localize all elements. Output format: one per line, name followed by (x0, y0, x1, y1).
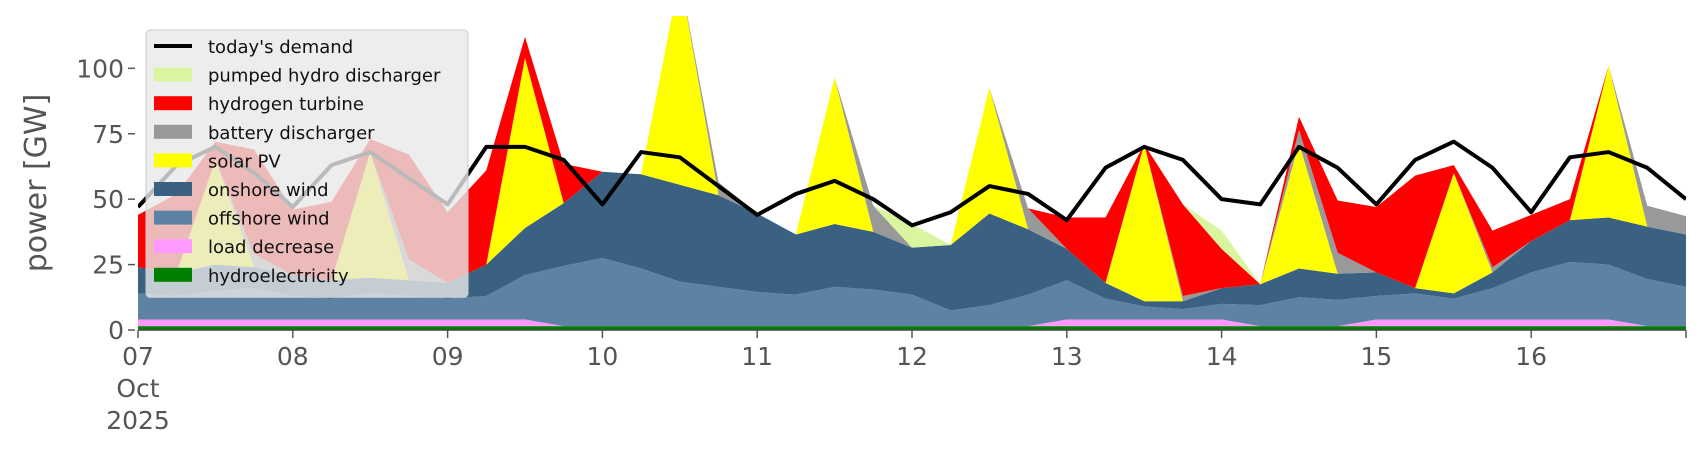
x-tick-label: 14 (1206, 342, 1238, 371)
x-tick-label: 08 (277, 342, 309, 371)
y-tick-label: 25 (92, 251, 124, 280)
x-tick-label: 09 (432, 342, 464, 371)
legend-label-today-s-demand: today's demand (208, 37, 353, 58)
axes: 0 25 50 75 100 07 Oct 2025 08 09 10 11 12 13 14 15 16 pow… (19, 54, 1687, 435)
legend-label-load-decrease: load decrease (208, 237, 334, 258)
x-tick-label: 11 (741, 342, 773, 371)
legend-box (145, 29, 469, 298)
legend-swatch-solar-pv (154, 153, 192, 168)
legend-swatch-offshore-wind (154, 210, 192, 225)
legend-label-battery-discharger: battery discharger (208, 123, 375, 144)
legend-label-offshore-wind: offshore wind (208, 209, 330, 230)
x-tick-label: 07 Oct 2025 (106, 342, 170, 435)
legend-swatch-battery-discharger (154, 124, 192, 139)
y-tick-label: 50 (92, 185, 124, 214)
area-pumped-hydro-discharger (138, 16, 1686, 285)
x-tick-label: 10 (586, 342, 618, 371)
x-tick-label: 15 (1360, 342, 1392, 371)
legend: today's demand pumped hydro discharger hyd… (145, 29, 469, 298)
legend-label-pumped-hydro-discharger: pumped hydro discharger (208, 66, 441, 87)
y-axis-label: power [GW] (19, 94, 54, 273)
y-tick-label: 0 (108, 316, 124, 345)
x-tick-label: 16 (1515, 342, 1547, 371)
x-tick-label: 12 (896, 342, 928, 371)
y-tick-label: 100 (76, 54, 124, 83)
legend-swatch-load-decrease (154, 239, 192, 254)
x-tick-label: 13 (1051, 342, 1083, 371)
legend-label-hydroelectricity: hydroelectricity (208, 266, 349, 287)
legend-swatch-pumped-hydro-discharger (154, 67, 192, 82)
legend-swatch-onshore-wind (154, 182, 192, 196)
area-onshore-wind (138, 171, 1686, 311)
area-solar-pv (138, 16, 1686, 302)
legend-label-hydrogen-turbine: hydrogen turbine (208, 94, 364, 115)
y-tick-label: 75 (92, 120, 124, 149)
legend-label-onshore-wind: onshore wind (208, 180, 329, 201)
legend-label-solar-pv: solar PV (208, 151, 281, 172)
area-load-decrease (138, 319, 1686, 327)
area-hydroelectricity (138, 326, 1686, 330)
legend-swatch-hydroelectricity (154, 267, 192, 282)
legend-swatch-hydrogen-turbine (154, 96, 192, 111)
